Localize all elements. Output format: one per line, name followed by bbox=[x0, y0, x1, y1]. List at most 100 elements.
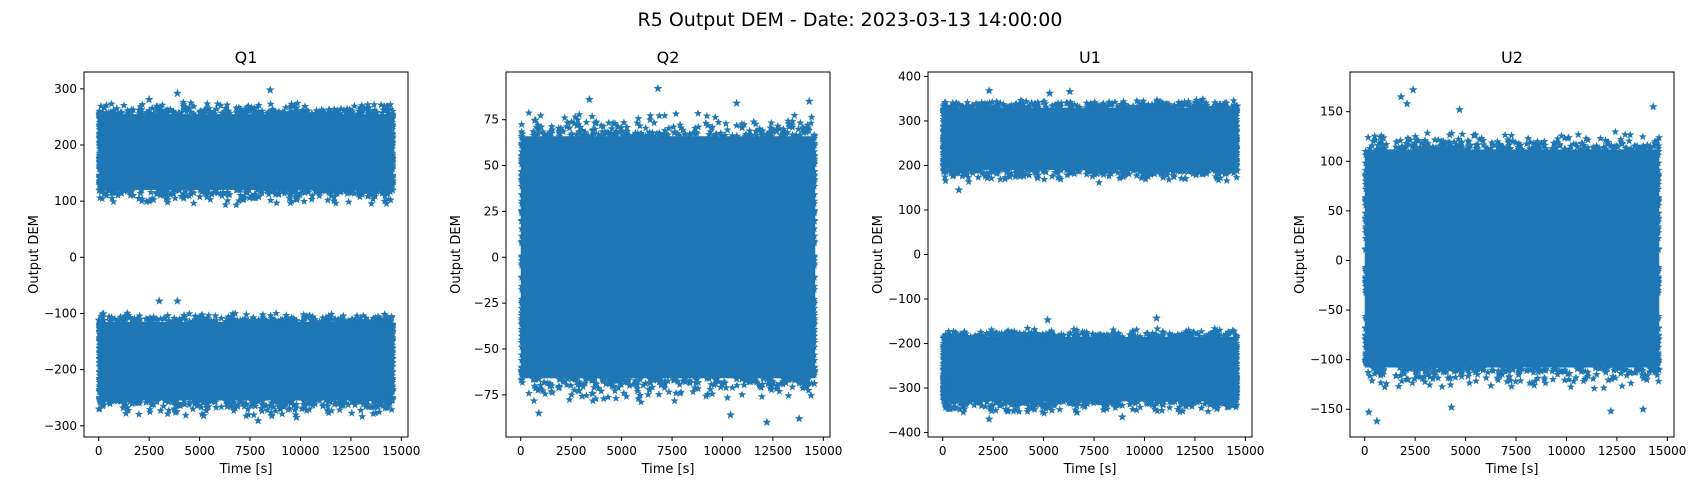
point-marker bbox=[602, 128, 610, 137]
point-marker bbox=[1229, 96, 1238, 105]
point-marker bbox=[197, 107, 206, 115]
point-marker bbox=[388, 148, 397, 157]
point-marker bbox=[560, 113, 569, 122]
point-marker bbox=[273, 397, 282, 405]
point-marker bbox=[388, 120, 397, 128]
point-marker bbox=[939, 160, 948, 169]
point-marker bbox=[517, 338, 526, 346]
point-marker bbox=[112, 104, 121, 112]
point-marker bbox=[311, 109, 320, 117]
x-tick-label: 10000 bbox=[703, 444, 741, 458]
point-marker bbox=[1144, 101, 1153, 109]
point-marker bbox=[987, 406, 996, 415]
point-marker bbox=[1048, 101, 1057, 110]
point-marker bbox=[1031, 329, 1040, 337]
point-marker bbox=[532, 122, 541, 131]
point-marker bbox=[728, 383, 737, 391]
point-marker bbox=[135, 410, 143, 418]
point-marker bbox=[196, 186, 205, 194]
point-marker bbox=[371, 192, 380, 200]
point-marker bbox=[1535, 365, 1544, 374]
point-marker bbox=[677, 123, 685, 132]
point-marker bbox=[387, 312, 396, 320]
point-marker bbox=[136, 396, 145, 405]
point-marker bbox=[1070, 400, 1078, 408]
point-marker bbox=[742, 130, 751, 138]
point-marker bbox=[530, 381, 539, 390]
point-marker bbox=[537, 384, 546, 393]
x-tick-label: 2500 bbox=[134, 444, 165, 458]
point-marker bbox=[229, 315, 238, 324]
point-marker bbox=[576, 380, 585, 388]
point-marker bbox=[517, 261, 526, 269]
point-marker bbox=[1189, 328, 1198, 336]
point-marker bbox=[1099, 405, 1108, 414]
point-marker bbox=[336, 188, 345, 196]
point-marker bbox=[199, 313, 208, 322]
point-marker bbox=[1197, 169, 1206, 178]
point-marker bbox=[162, 194, 171, 202]
point-marker bbox=[350, 396, 359, 405]
y-tick-label: −50 bbox=[1318, 303, 1343, 317]
point-marker bbox=[517, 199, 526, 208]
point-marker bbox=[641, 379, 650, 387]
point-marker bbox=[149, 195, 158, 204]
point-marker bbox=[619, 118, 628, 127]
point-marker bbox=[582, 391, 591, 399]
outlier-point bbox=[1455, 105, 1464, 114]
x-tick-label: 5000 bbox=[606, 444, 637, 458]
point-marker bbox=[135, 109, 144, 118]
point-marker bbox=[618, 131, 627, 140]
point-marker bbox=[95, 158, 104, 166]
point-marker bbox=[1150, 101, 1159, 110]
point-marker bbox=[360, 187, 369, 195]
point-marker bbox=[588, 396, 597, 405]
point-marker bbox=[203, 104, 211, 112]
point-marker bbox=[801, 382, 810, 390]
point-marker bbox=[958, 102, 967, 110]
point-marker bbox=[547, 122, 556, 130]
point-marker bbox=[810, 171, 819, 179]
point-marker bbox=[142, 197, 151, 206]
point-marker bbox=[963, 166, 972, 175]
point-marker bbox=[171, 401, 180, 410]
point-marker bbox=[702, 119, 710, 127]
point-marker bbox=[994, 167, 1003, 175]
point-marker bbox=[574, 386, 583, 395]
point-marker bbox=[984, 102, 993, 110]
point-marker bbox=[257, 317, 266, 326]
point-marker bbox=[339, 311, 348, 320]
point-marker bbox=[1062, 166, 1071, 174]
point-marker bbox=[612, 394, 620, 402]
point-marker bbox=[517, 127, 526, 136]
point-marker bbox=[212, 185, 221, 194]
point-marker bbox=[958, 172, 967, 180]
point-marker bbox=[946, 167, 955, 175]
point-marker bbox=[186, 186, 195, 194]
point-marker bbox=[136, 102, 145, 111]
point-marker bbox=[1198, 95, 1207, 103]
point-marker bbox=[1531, 377, 1540, 385]
point-marker bbox=[191, 317, 199, 325]
point-marker bbox=[278, 397, 287, 406]
point-marker bbox=[1447, 129, 1456, 137]
point-marker bbox=[388, 344, 397, 353]
point-marker bbox=[1041, 404, 1050, 413]
point-marker bbox=[703, 390, 712, 398]
point-marker bbox=[517, 155, 526, 163]
point-marker bbox=[154, 106, 163, 114]
point-marker bbox=[95, 404, 104, 413]
point-marker bbox=[714, 118, 723, 126]
point-marker bbox=[1435, 141, 1444, 150]
point-marker bbox=[146, 313, 154, 321]
point-marker bbox=[1179, 399, 1188, 408]
point-marker bbox=[941, 98, 950, 106]
point-marker bbox=[1499, 142, 1508, 151]
point-marker bbox=[1184, 97, 1193, 105]
point-marker bbox=[648, 128, 657, 137]
point-marker bbox=[1655, 133, 1664, 141]
point-marker bbox=[1129, 166, 1138, 175]
point-marker bbox=[356, 406, 365, 414]
point-marker bbox=[293, 193, 302, 202]
point-marker bbox=[1415, 372, 1424, 381]
